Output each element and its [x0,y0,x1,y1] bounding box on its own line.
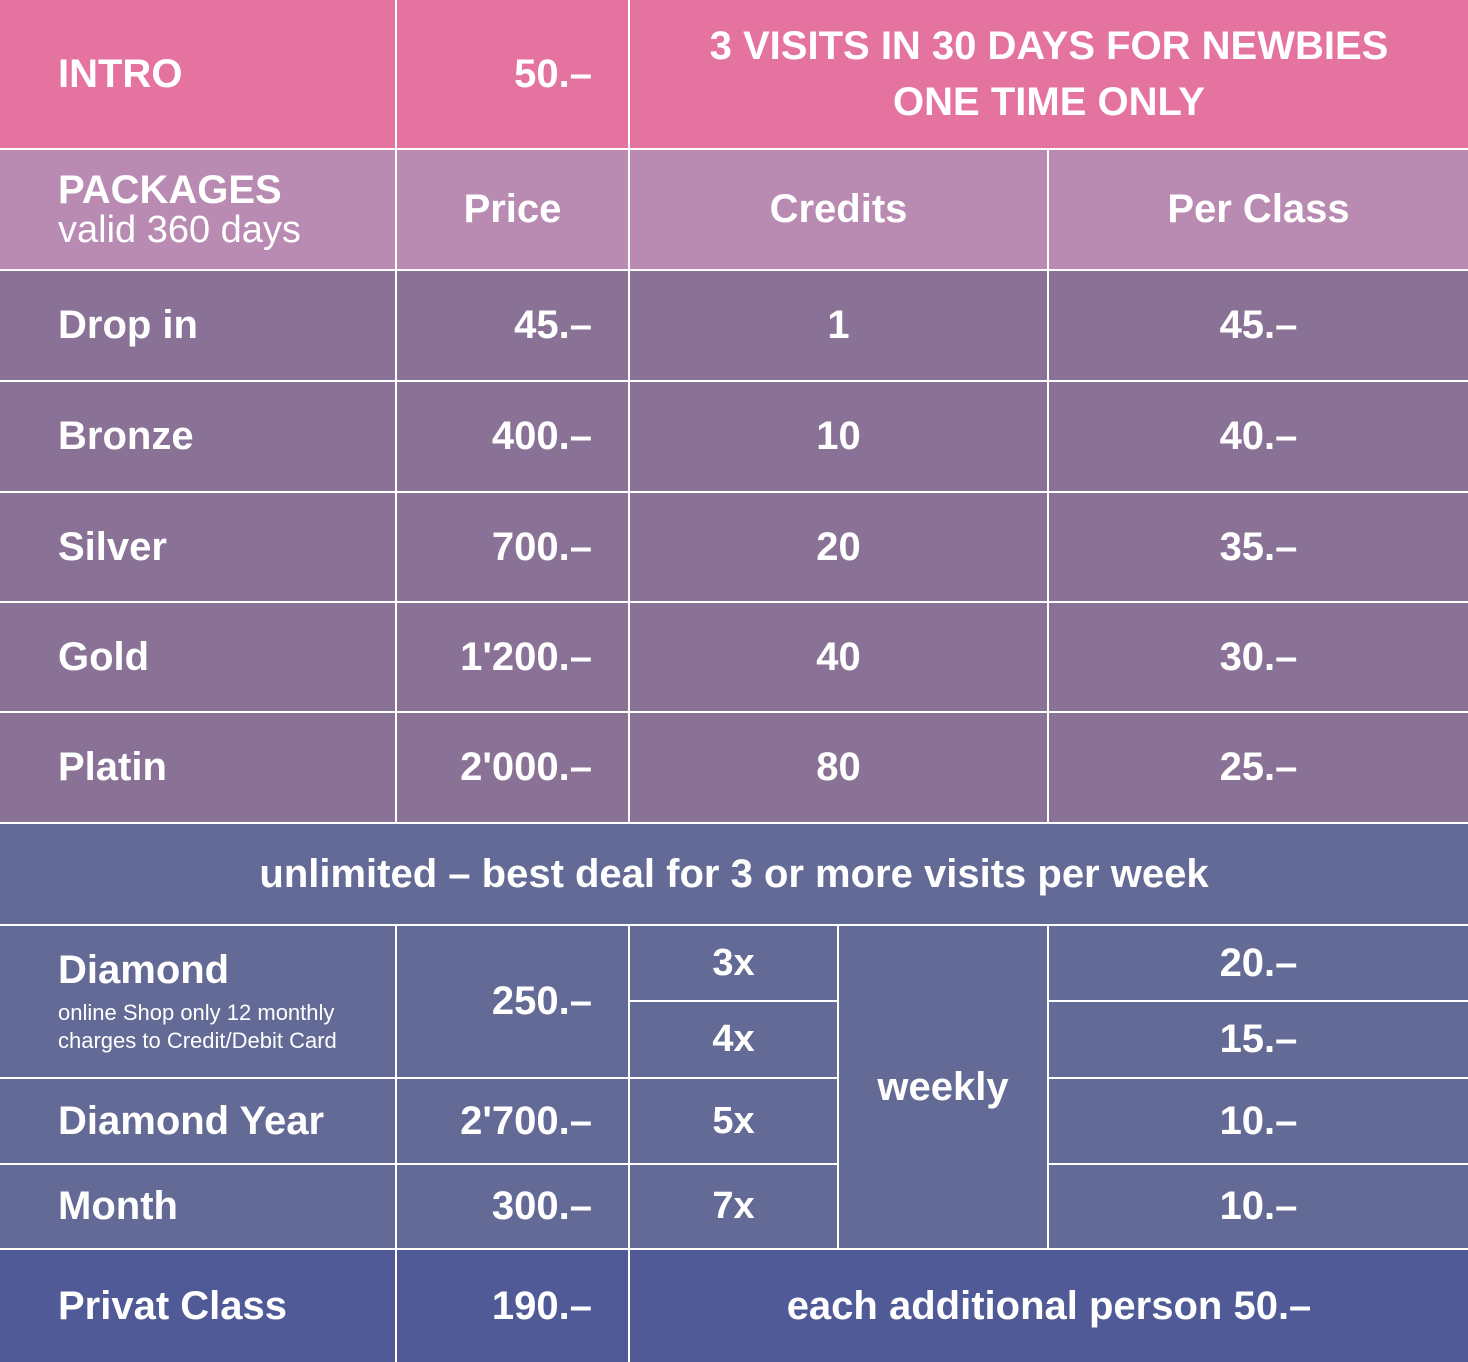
month-name: Month [0,1165,395,1248]
package-per-class: 25.– [1049,713,1468,822]
package-price: 1'200.– [397,603,628,711]
package-name: Platin [0,713,395,822]
package-per-class: 30.– [1049,603,1468,711]
package-credits: 20 [630,493,1047,601]
package-price: 700.– [397,493,628,601]
packages-heading: PACKAGES [58,167,282,212]
intro-note-line2: ONE TIME ONLY [893,80,1205,124]
header-per-class: Per Class [1049,150,1468,269]
validity-text: valid 360 days [58,208,301,251]
package-name: Bronze [0,382,395,491]
visits-per-week: 4x [630,1002,837,1077]
package-per-class: 45.– [1049,271,1468,380]
diamond-note-line1: online Shop only 12 monthly [58,1000,335,1025]
diamond-name: Diamond [58,948,230,992]
package-credits: 10 [630,382,1047,491]
diamond-cell: Diamond online Shop only 12 monthly char… [0,926,395,1077]
frequency-label: weekly [839,926,1047,1248]
package-credits: 40 [630,603,1047,711]
intro-price: 50.– [397,0,628,148]
visits-per-week: 7x [630,1165,837,1248]
intro-note: 3 VISITS IN 30 DAYS FOR NEWBIES ONE TIME… [630,0,1468,148]
privat-price: 190.– [397,1250,628,1362]
privat-name: Privat Class [0,1250,395,1362]
privat-note: each additional person 50.– [630,1250,1468,1362]
visits-per-week: 3x [630,926,837,1000]
package-price: 2'000.– [397,713,628,822]
unlimited-per-class: 10.– [1049,1165,1468,1248]
diamond-price: 250.– [397,926,628,1077]
unlimited-per-class: 15.– [1049,1002,1468,1077]
header-price: Price [397,150,628,269]
header-credits: Credits [630,150,1047,269]
visits-per-week: 5x [630,1079,837,1163]
package-name: Silver [0,493,395,601]
package-price: 45.– [397,271,628,380]
header-packages: PACKAGES valid 360 days [0,150,395,269]
intro-note-line1: 3 VISITS IN 30 DAYS FOR NEWBIES [709,24,1389,68]
intro-label: INTRO [0,0,395,148]
package-credits: 80 [630,713,1047,822]
package-per-class: 35.– [1049,493,1468,601]
package-name: Gold [0,603,395,711]
package-name: Drop in [0,271,395,380]
package-credits: 1 [630,271,1047,380]
diamond-year-price: 2'700.– [397,1079,628,1163]
month-price: 300.– [397,1165,628,1248]
diamond-year-name: Diamond Year [0,1079,395,1163]
package-price: 400.– [397,382,628,491]
unlimited-per-class: 10.– [1049,1079,1468,1163]
diamond-note-line2: charges to Credit/Debit Card [58,1028,337,1053]
unlimited-banner: unlimited – best deal for 3 or more visi… [0,824,1468,924]
package-per-class: 40.– [1049,382,1468,491]
unlimited-per-class: 20.– [1049,926,1468,1000]
